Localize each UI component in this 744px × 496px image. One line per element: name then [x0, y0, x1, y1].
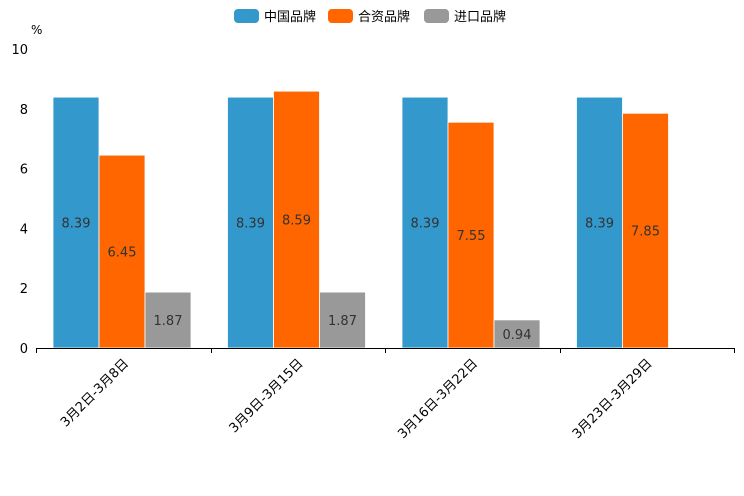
y-tick-label: 6	[20, 163, 28, 178]
y-tick-label: 0	[20, 342, 28, 357]
legend: 中国品牌 合资品牌 进口品牌	[234, 9, 506, 25]
legend-swatch-1[interactable]	[328, 9, 353, 23]
x-axis: 3月2日-3月8日 3月9日-3月15日 3月16日-3月22日 3月23日-3月29…	[36, 348, 735, 442]
data-label: 6.45	[108, 246, 137, 261]
bar-1-1	[273, 90, 320, 349]
legend-swatch-2[interactable]	[424, 9, 449, 23]
y-axis-unit-label: %	[31, 23, 42, 37]
x-category-label: 3月9日-3月15日	[227, 356, 307, 436]
data-labels: 8.39 8.39 8.39 8.39 6.45 8.59 7.55 7.85 1.87 1.87…	[62, 214, 660, 343]
data-label: 1.87	[154, 314, 183, 329]
y-tick-label: 8	[20, 103, 28, 118]
data-label: 7.55	[457, 229, 486, 244]
bar-2-1	[319, 291, 366, 349]
legend-label-2[interactable]: 进口品牌	[454, 9, 506, 25]
bar-0-0	[52, 96, 100, 349]
data-label: 8.39	[236, 217, 265, 232]
bars	[52, 90, 669, 349]
bar-0-3	[576, 96, 623, 349]
x-category-label: 3月23日-3月29日	[570, 356, 656, 442]
x-category-label: 3月2日-3月8日	[58, 356, 132, 430]
bar-0-1	[227, 96, 274, 349]
data-label: 8.39	[411, 217, 440, 232]
data-label: 8.39	[585, 217, 614, 232]
y-axis: 0 2 4 6 8 10	[11, 43, 28, 357]
y-tick-label: 10	[11, 43, 28, 58]
data-label: 7.85	[631, 225, 660, 240]
legend-swatch-0[interactable]	[234, 9, 259, 23]
legend-label-0[interactable]: 中国品牌	[264, 9, 316, 25]
data-label: 8.39	[62, 217, 91, 232]
y-tick-label: 4	[20, 222, 28, 237]
data-label: 1.87	[328, 314, 357, 329]
bar-2-2	[493, 319, 541, 349]
y-tick-label: 2	[20, 282, 28, 297]
bar-1-3	[622, 112, 669, 349]
data-label: 8.59	[282, 214, 311, 229]
data-label: 0.94	[503, 328, 532, 343]
x-category-label: 3月16日-3月22日	[395, 356, 481, 442]
legend-label-1[interactable]: 合资品牌	[358, 9, 410, 25]
bar-1-0	[98, 154, 146, 349]
bar-0-2	[401, 96, 449, 349]
